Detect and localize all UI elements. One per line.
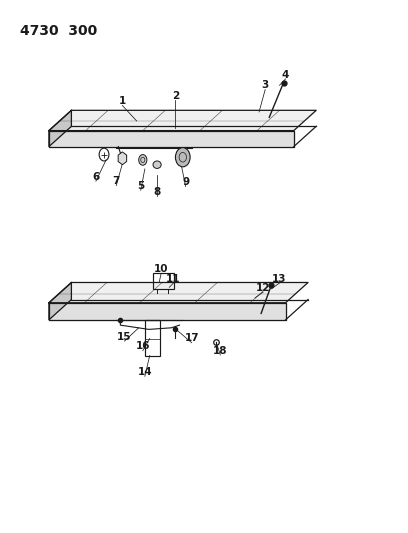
Text: 4730  300: 4730 300 (20, 24, 98, 38)
Text: 17: 17 (184, 334, 199, 343)
Text: 7: 7 (113, 176, 120, 186)
Polygon shape (49, 110, 71, 147)
Circle shape (175, 148, 190, 167)
Text: 6: 6 (92, 172, 100, 182)
Polygon shape (49, 282, 308, 303)
Polygon shape (49, 303, 286, 320)
Text: 3: 3 (262, 80, 269, 90)
Text: 5: 5 (137, 181, 144, 191)
Circle shape (139, 155, 147, 165)
Text: 11: 11 (166, 274, 181, 284)
Text: 4: 4 (282, 70, 289, 79)
Text: 12: 12 (256, 283, 271, 293)
Text: 8: 8 (153, 187, 161, 197)
Bar (145, 320, 160, 356)
Ellipse shape (153, 161, 161, 168)
Text: 16: 16 (135, 342, 150, 351)
Polygon shape (49, 110, 316, 131)
Text: 13: 13 (272, 274, 287, 284)
Text: 14: 14 (137, 367, 152, 377)
Text: 1: 1 (119, 96, 126, 106)
Bar (153, 273, 174, 289)
Polygon shape (49, 282, 71, 320)
Text: 15: 15 (117, 332, 132, 342)
Text: 2: 2 (172, 91, 179, 101)
Text: 10: 10 (154, 264, 169, 274)
Polygon shape (49, 131, 294, 147)
Text: 9: 9 (182, 177, 189, 187)
Text: 18: 18 (213, 346, 228, 356)
